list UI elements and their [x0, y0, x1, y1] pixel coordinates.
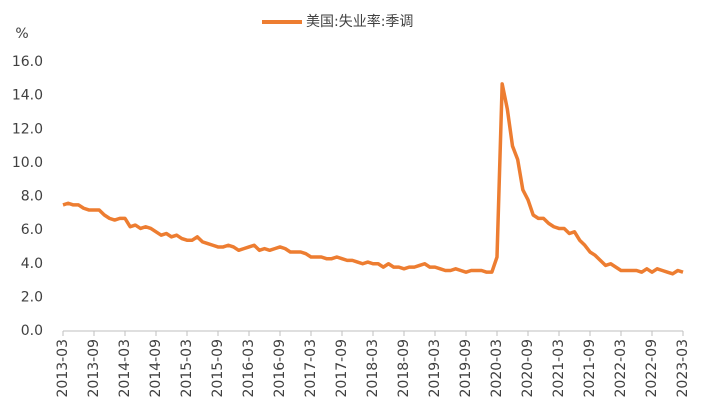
x-tick-label: 2014-09: [148, 339, 164, 398]
y-tick-label: 8.0: [21, 189, 43, 205]
x-tick-label: 2020-03: [489, 339, 505, 398]
x-tick-label: 2021-03: [551, 339, 567, 398]
x-tick-label: 2020-09: [520, 339, 536, 398]
x-tick-label: 2013-03: [55, 339, 71, 398]
x-tick-label: 2017-03: [303, 339, 319, 398]
y-tick-label: 0.0: [21, 323, 43, 339]
y-tick-label: 10.0: [12, 155, 43, 171]
x-tick-label: 2014-03: [117, 339, 133, 398]
y-axis-label: %: [15, 26, 28, 42]
x-tick-label: 2015-03: [179, 339, 195, 398]
legend-label: 美国:失业率:季调: [306, 13, 413, 30]
y-tick-label: 2.0: [21, 289, 43, 305]
x-tick-label: 2019-09: [458, 339, 474, 398]
x-tick-label: 2015-09: [210, 339, 226, 398]
x-tick-label: 2022-09: [644, 339, 660, 398]
x-tick-label: 2019-03: [427, 339, 443, 398]
x-tick-label: 2018-09: [396, 339, 412, 398]
x-tick-label: 2018-03: [365, 339, 381, 398]
y-tick-label: 14.0: [12, 88, 43, 104]
y-tick-label: 16.0: [12, 54, 43, 70]
y-tick-label: 12.0: [12, 121, 43, 137]
y-tick-label: 4.0: [21, 256, 43, 272]
x-tick-label: 2016-03: [241, 339, 257, 398]
x-tick-label: 2021-09: [582, 339, 598, 398]
x-tick-label: 2013-09: [86, 339, 102, 398]
line-series: [62, 82, 684, 276]
x-tick-label: 2017-09: [334, 339, 350, 398]
x-tick-label: 2023-03: [675, 339, 691, 398]
x-tick-label: 2016-09: [272, 339, 288, 398]
y-tick-label: 6.0: [21, 222, 43, 238]
x-tick-label: 2022-03: [613, 339, 629, 398]
